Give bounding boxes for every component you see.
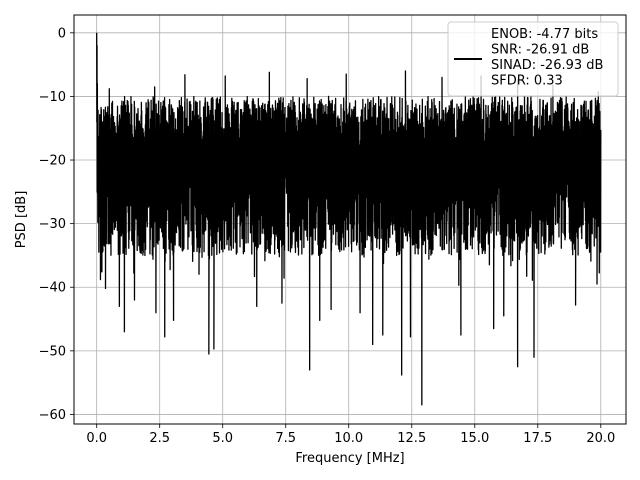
y-tick-label: −60 (39, 408, 66, 423)
psd-line (96, 32, 602, 406)
x-tick-label: 10.0 (334, 431, 363, 446)
y-tick-label: −40 (39, 281, 66, 296)
x-tick-label: 2.5 (149, 431, 170, 446)
y-tick-label: −20 (39, 154, 66, 169)
plot-area (96, 32, 602, 406)
y-tick-label: −30 (39, 217, 66, 232)
x-tick-label: 12.5 (397, 431, 426, 446)
x-tick-label: 17.5 (523, 431, 552, 446)
ticks: 0.0 2.5 5.0 7.5 10.0 12.5 15.0 17.5 20.0 0 −10 −20 −… (39, 26, 616, 446)
x-tick-label: 7.5 (275, 431, 296, 446)
y-tick-label: −10 (39, 90, 66, 105)
legend: ENOB: -4.77 bits SNR: -26.91 dB SINAD: -26… (447, 21, 619, 97)
x-axis-label: Frequency [MHz] (295, 451, 404, 466)
x-tick-label: 20.0 (586, 431, 615, 446)
y-axis-label: PSD [dB] (14, 191, 29, 249)
y-tick-label: 0 (58, 26, 66, 41)
axes-frame (73, 14, 627, 425)
x-tick-label: 5.0 (212, 431, 233, 446)
y-tick-label: −50 (39, 344, 66, 359)
legend-label: ENOB: -4.77 bits SNR: -26.91 dB SINAD: -26… (491, 27, 603, 89)
legend-box (447, 21, 619, 97)
x-tick-label: 15.0 (460, 431, 489, 446)
x-tick-label: 0.0 (86, 431, 107, 446)
